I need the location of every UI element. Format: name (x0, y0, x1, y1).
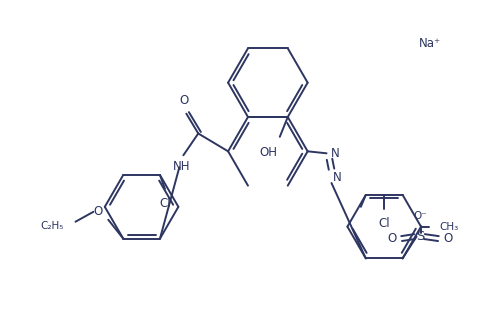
Text: CH₃: CH₃ (439, 222, 458, 232)
Text: N: N (330, 147, 339, 160)
Text: O: O (387, 232, 397, 245)
Text: NH: NH (173, 160, 190, 173)
Text: O: O (180, 94, 189, 107)
Text: C₂H₅: C₂H₅ (40, 221, 63, 231)
Text: Cl: Cl (379, 217, 390, 230)
Text: O⁻: O⁻ (413, 211, 427, 221)
Text: S: S (416, 230, 425, 243)
Text: OH: OH (260, 146, 278, 159)
Text: Na⁺: Na⁺ (419, 36, 441, 49)
Text: O: O (94, 205, 103, 218)
Text: Cl: Cl (159, 197, 171, 210)
Text: O: O (443, 232, 453, 245)
Text: N: N (332, 171, 341, 183)
